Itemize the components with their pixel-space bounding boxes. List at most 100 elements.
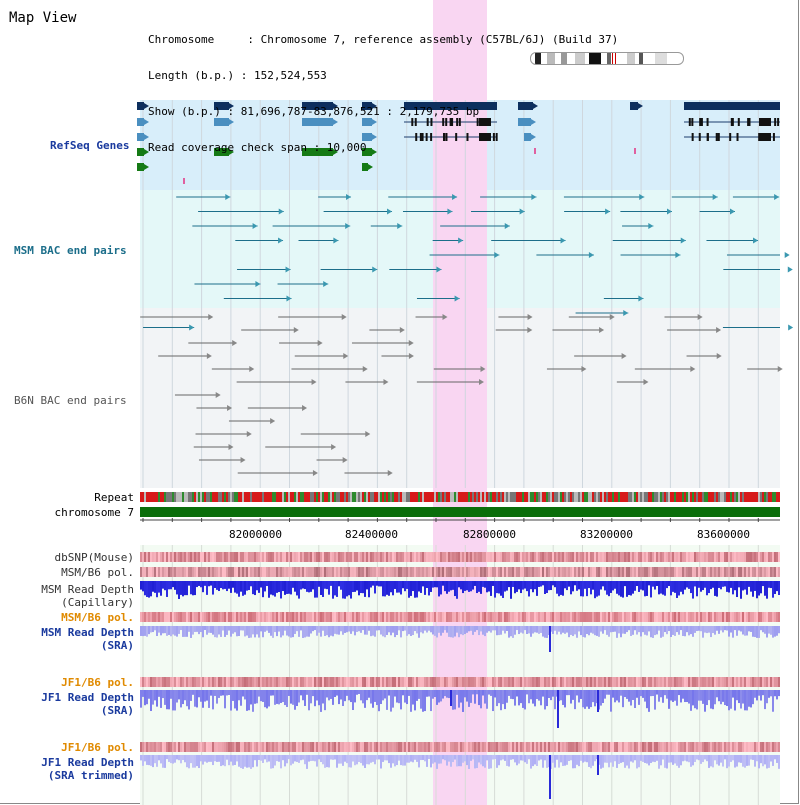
depth-bar: [622, 581, 624, 598]
depth-bar: [570, 581, 572, 595]
heat-cell: [292, 567, 294, 577]
track-label-repeat[interactable]: Repeat: [94, 491, 134, 504]
track-label-jf1-b6-pol-1[interactable]: JF1/B6 pol.: [61, 676, 134, 689]
depth-bar: [578, 626, 580, 632]
heat-cell: [562, 677, 564, 687]
heat-cell: [366, 612, 368, 622]
track-label-refseq[interactable]: RefSeq Genes: [50, 139, 130, 152]
repeat-cell: [470, 492, 472, 502]
depth-bar: [638, 581, 640, 592]
heat-cell: [498, 612, 500, 622]
heat-cell: [476, 612, 478, 622]
heat-cell: [226, 742, 228, 752]
depth-bar: [168, 626, 170, 635]
depth-bar: [178, 581, 180, 599]
repeat-cell: [740, 492, 742, 502]
depth-bar: [352, 690, 354, 711]
bac-end-icon: [480, 366, 486, 372]
track-label-jf1-depth-sra[interactable]: JF1 Read Depth: [41, 691, 134, 704]
heat-cell: [342, 677, 344, 687]
heat-cell: [760, 567, 762, 577]
track-label-b6n-bac[interactable]: B6N BAC end pairs: [14, 394, 127, 407]
heat-cell: [636, 677, 638, 687]
depth-bar: [602, 755, 604, 768]
heat-cell: [672, 567, 674, 577]
track-label-msm-b6-pol-1[interactable]: MSM/B6 pol.: [61, 566, 134, 579]
track-label-dbsnp[interactable]: dbSNP(Mouse): [54, 551, 134, 564]
heat-cell: [460, 677, 462, 687]
heat-cell: [370, 552, 372, 562]
repeat-cell: [524, 492, 526, 502]
heat-cell: [498, 567, 500, 577]
heat-cell: [428, 567, 430, 577]
depth-bar: [304, 626, 306, 638]
depth-bar: [514, 626, 516, 635]
axis-tick-label: 82000000: [229, 528, 282, 541]
track-label-msm-bac[interactable]: MSM BAC end pairs: [14, 244, 127, 257]
heat-cell: [478, 552, 480, 562]
repeat-cell: [700, 492, 702, 502]
heat-cell: [154, 552, 156, 562]
depth-bar: [316, 626, 318, 636]
heat-cell: [378, 567, 380, 577]
depth-bar: [146, 626, 148, 637]
depth-bar: [454, 755, 456, 760]
bac-end-icon: [666, 208, 672, 215]
chromosome-ideogram[interactable]: [530, 52, 684, 65]
heat-cell: [650, 742, 652, 752]
heat-cell: [414, 552, 416, 562]
heat-cell: [508, 677, 510, 687]
repeat-cell: [286, 492, 288, 502]
repeat-cell: [776, 492, 778, 502]
heat-cell: [404, 612, 406, 622]
track-label-msm-depth-sra[interactable]: MSM Read Depth: [41, 626, 134, 639]
depth-bar: [286, 626, 288, 636]
track-label-jf1-depth-trimmed[interactable]: JF1 Read Depth: [41, 756, 134, 769]
depth-bar: [778, 755, 780, 769]
depth-bar: [192, 690, 194, 695]
heat-cell: [182, 677, 184, 687]
depth-bar: [216, 755, 218, 762]
heat-cell: [426, 742, 428, 752]
heat-cell: [508, 742, 510, 752]
repeat-cell: [186, 492, 188, 502]
bac-end-icon: [317, 340, 323, 346]
heat-cell: [480, 552, 482, 562]
heat-cell: [644, 742, 646, 752]
depth-bar: [270, 755, 272, 769]
depth-bar: [636, 690, 638, 698]
depth-bar: [202, 626, 204, 638]
heat-cell: [752, 677, 754, 687]
track-label-msm-b6-pol-2[interactable]: MSM/B6 pol.: [61, 611, 134, 624]
heat-cell: [592, 742, 594, 752]
depth-bar: [276, 626, 278, 637]
repeat-cell: [312, 492, 314, 502]
heat-cell: [232, 677, 234, 687]
heat-cell: [186, 677, 188, 687]
heat-cell: [688, 612, 690, 622]
depth-bar: [668, 755, 670, 763]
track-label-jf1-b6-pol-2[interactable]: JF1/B6 pol.: [61, 741, 134, 754]
depth-bar: [520, 581, 522, 594]
heat-cell: [708, 552, 710, 562]
depth-bar: [364, 626, 366, 635]
repeat-cell: [344, 492, 346, 502]
heat-cell: [708, 612, 710, 622]
heat-cell: [466, 677, 468, 687]
depth-bar: [150, 755, 152, 766]
depth-bar: [418, 755, 420, 768]
heat-cell: [202, 567, 204, 577]
bac-end-icon: [478, 379, 484, 385]
heat-cell: [146, 567, 148, 577]
heat-cell: [584, 742, 586, 752]
heat-cell: [638, 567, 640, 577]
depth-bar: [382, 690, 384, 701]
depth-bar: [430, 690, 432, 712]
gene-exon: [698, 133, 701, 141]
track-label-msm-depth-capillary[interactable]: MSM Read Depth: [41, 583, 134, 596]
depth-bar: [660, 690, 662, 698]
depth-bar: [270, 581, 272, 595]
depth-bar: [266, 690, 268, 709]
depth-bar: [346, 690, 348, 696]
